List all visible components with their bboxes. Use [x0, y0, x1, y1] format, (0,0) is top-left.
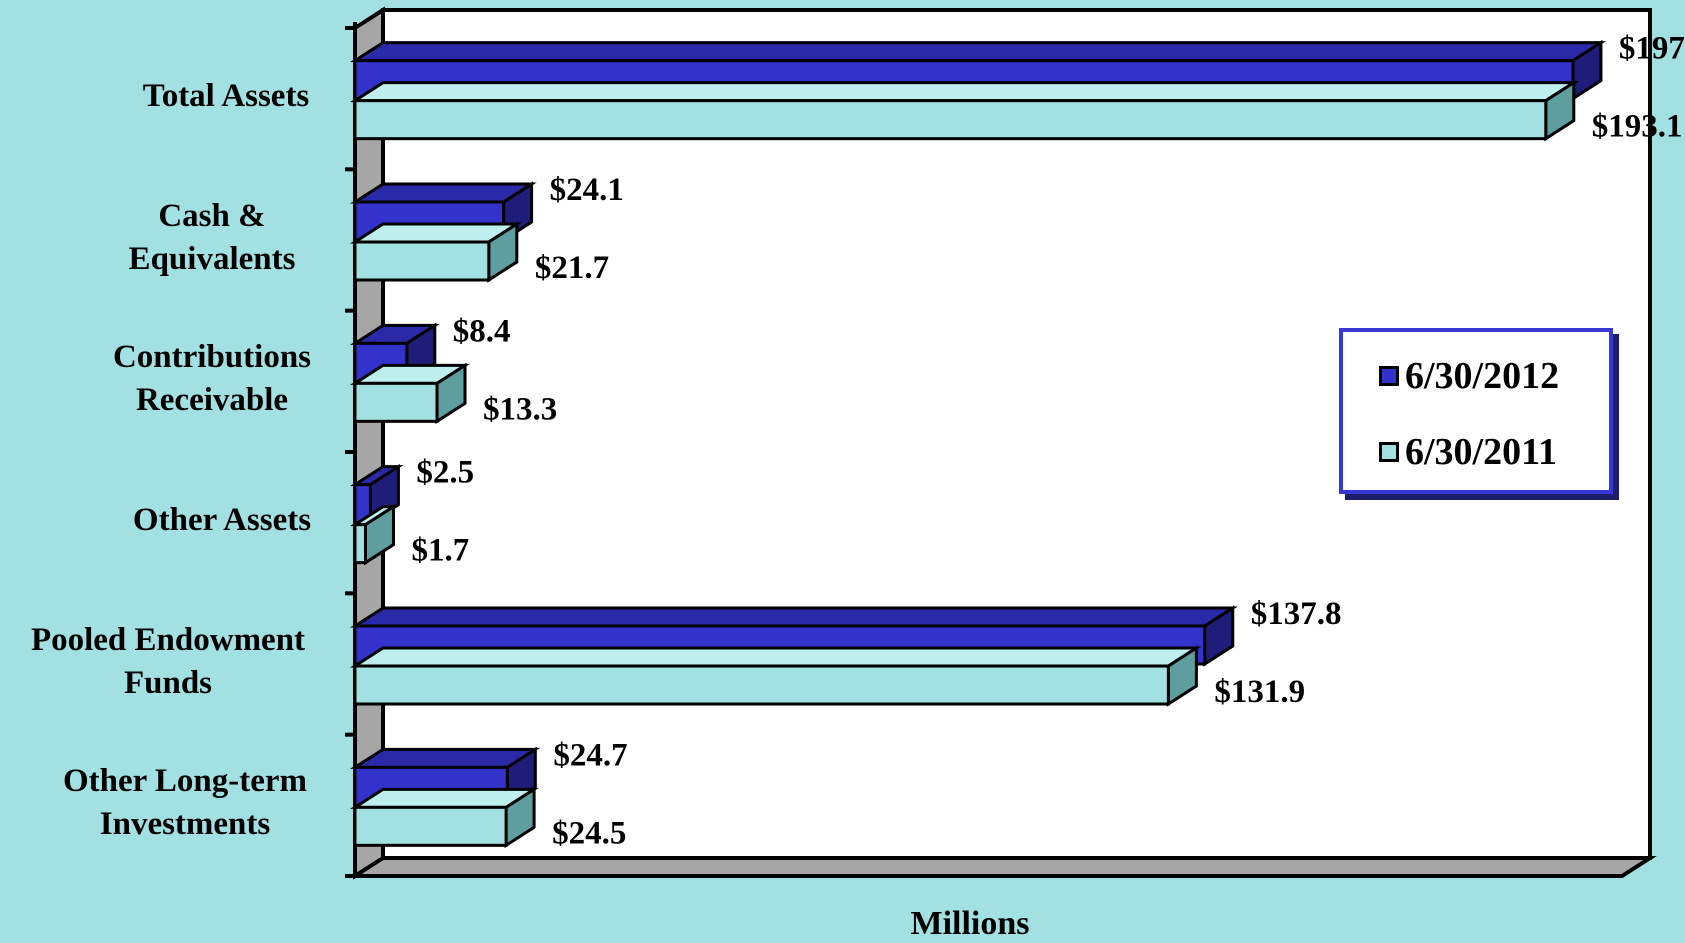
category-label: Other Long-term Investments [63, 760, 307, 846]
value-label: $2.5 [416, 455, 474, 491]
category-label-line: Other Long-term [62, 763, 308, 800]
bar-top-face [349, 81, 1579, 103]
category-label: Pooled Endowment Funds [31, 619, 305, 705]
category-label-line: Total Assets [142, 78, 310, 115]
value-label: $137.8 [1251, 596, 1342, 632]
legend-label-2011: 6/30/2011 [1405, 431, 1558, 473]
plot-floor [348, 856, 1657, 878]
legend-swatch-2012 [1379, 366, 1399, 386]
bar-2011 [353, 240, 491, 282]
category-label-line: Investments [99, 806, 271, 843]
category-label: Total Assets [143, 75, 310, 118]
legend-label-2012: 6/30/2012 [1405, 355, 1560, 397]
bar-2011 [353, 664, 1170, 706]
bar-top-face [349, 787, 540, 809]
category-label-line: Contributions [112, 339, 312, 376]
category-label-line: Other Assets [132, 502, 312, 539]
value-label: $193.1 [1592, 109, 1683, 145]
category-label-line: Funds [123, 665, 213, 701]
bar-top-face [349, 747, 541, 769]
value-label: $13.3 [483, 391, 557, 427]
category-label-line: Pooled Endowment [30, 622, 306, 658]
x-axis-label: Millions [910, 905, 1030, 942]
legend-item-2011: 6/30/2011 [1379, 430, 1557, 474]
value-label: $197.5 [1619, 31, 1685, 67]
category-label: Contributions Receivable [113, 336, 311, 422]
legend-swatch-2011 [1379, 442, 1399, 462]
legend-item-2012: 6/30/2012 [1379, 354, 1559, 398]
value-label: $131.9 [1214, 674, 1305, 710]
category-label: Cash & Equivalents [129, 195, 296, 281]
category-label: Other Assets [133, 499, 311, 542]
value-label: $24.7 [553, 737, 627, 773]
category-label-line: Receivable [135, 382, 289, 419]
bar-top-face [349, 606, 1238, 628]
bar-2011 [353, 805, 508, 847]
bar-2011 [353, 99, 1548, 141]
bar-top-face [349, 41, 1607, 63]
value-label: $8.4 [453, 313, 511, 349]
value-label: $21.7 [535, 250, 609, 286]
bar-2011 [353, 381, 439, 423]
bar-2011 [353, 523, 367, 565]
value-label: $24.1 [550, 172, 624, 208]
value-label: $1.7 [411, 533, 469, 569]
bar-top-face [349, 646, 1202, 668]
category-label-line: Equivalents [128, 241, 296, 277]
value-label: $24.5 [552, 815, 626, 851]
category-label-line: Cash & [158, 198, 266, 234]
legend: 6/30/2012 6/30/2011 [1339, 328, 1613, 494]
